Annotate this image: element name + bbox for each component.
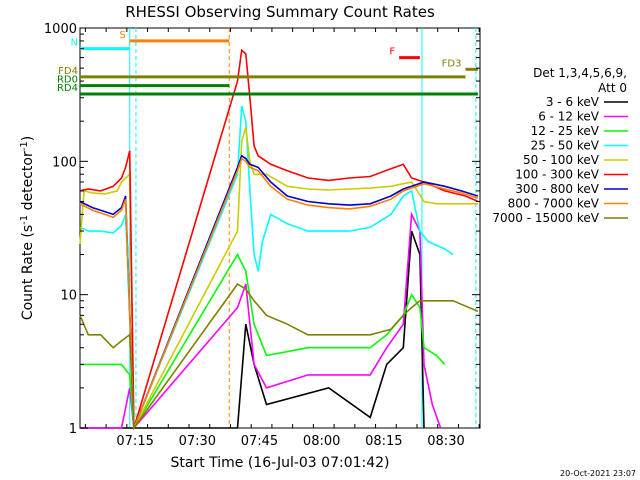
y-axis-label: Count Rate (s-1 detector-1) (19, 136, 36, 320)
state-bar-label-4: FD4 (58, 66, 78, 77)
x-tick-label-4: 08:15 (365, 434, 402, 449)
state-bar-label-2: F (389, 47, 395, 58)
state-bar-label-5: RD0 (57, 75, 78, 86)
legend-header-1: Det 1,3,4,5,6,9, (533, 66, 627, 80)
legend-label-8: 7000 - 15000 keV (492, 211, 599, 225)
series-line-0 (80, 230, 425, 429)
series-lines (79, 48, 479, 431)
state-bar-label-6: RD4 (57, 83, 78, 94)
y-tick-label-2: 100 (52, 155, 77, 170)
legend-label-6: 300 - 800 keV (515, 182, 599, 196)
series-line-6 (79, 154, 479, 429)
y-tick-label-1: 10 (60, 289, 77, 304)
y-axis: 1 10 100 1000 (44, 22, 480, 437)
legend-label-3: 25 - 50 keV (531, 139, 600, 153)
series-line-2 (80, 252, 446, 431)
x-tick-label-5: 08:30 (427, 434, 464, 449)
state-bar-label-3: FD3 (442, 58, 462, 69)
state-bar-label-1: N (71, 38, 78, 49)
x-axis-label: Start Time (16-Jul-03 07:01:42) (170, 455, 389, 471)
timestamp: 20-Oct-2021 23:07 (560, 469, 636, 478)
legend-label-0: 3 - 6 keV (546, 95, 600, 109)
series-line-5 (79, 48, 479, 429)
legend-label-4: 50 - 100 keV (523, 153, 600, 167)
series-line-8 (79, 283, 479, 431)
x-tick-label-1: 07:30 (179, 434, 216, 449)
series-line-3 (79, 105, 454, 429)
legend-header-2: Att 0 (598, 81, 627, 95)
legend-label-1: 6 - 12 keV (538, 110, 600, 124)
legend-label-7: 800 - 7000 keV (508, 197, 600, 211)
series-line-7 (79, 157, 479, 429)
x-tick-label-3: 08:00 (303, 434, 340, 449)
y-tick-label-0: 1 (69, 422, 77, 437)
x-tick-label-2: 07:45 (241, 434, 278, 449)
y-tick-label-3: 1000 (44, 22, 77, 37)
legend-label-5: 100 - 300 keV (515, 168, 599, 182)
legend-label-2: 12 - 25 keV (531, 124, 600, 138)
chart-title: RHESSI Observing Summary Count Rates (125, 3, 435, 21)
x-axis: 07:15 07:30 07:45 08:00 08:15 08:30 (84, 28, 480, 449)
series-line-4 (79, 127, 478, 429)
state-bar-label-0: S (119, 30, 125, 41)
x-tick-label-0: 07:15 (116, 434, 153, 449)
